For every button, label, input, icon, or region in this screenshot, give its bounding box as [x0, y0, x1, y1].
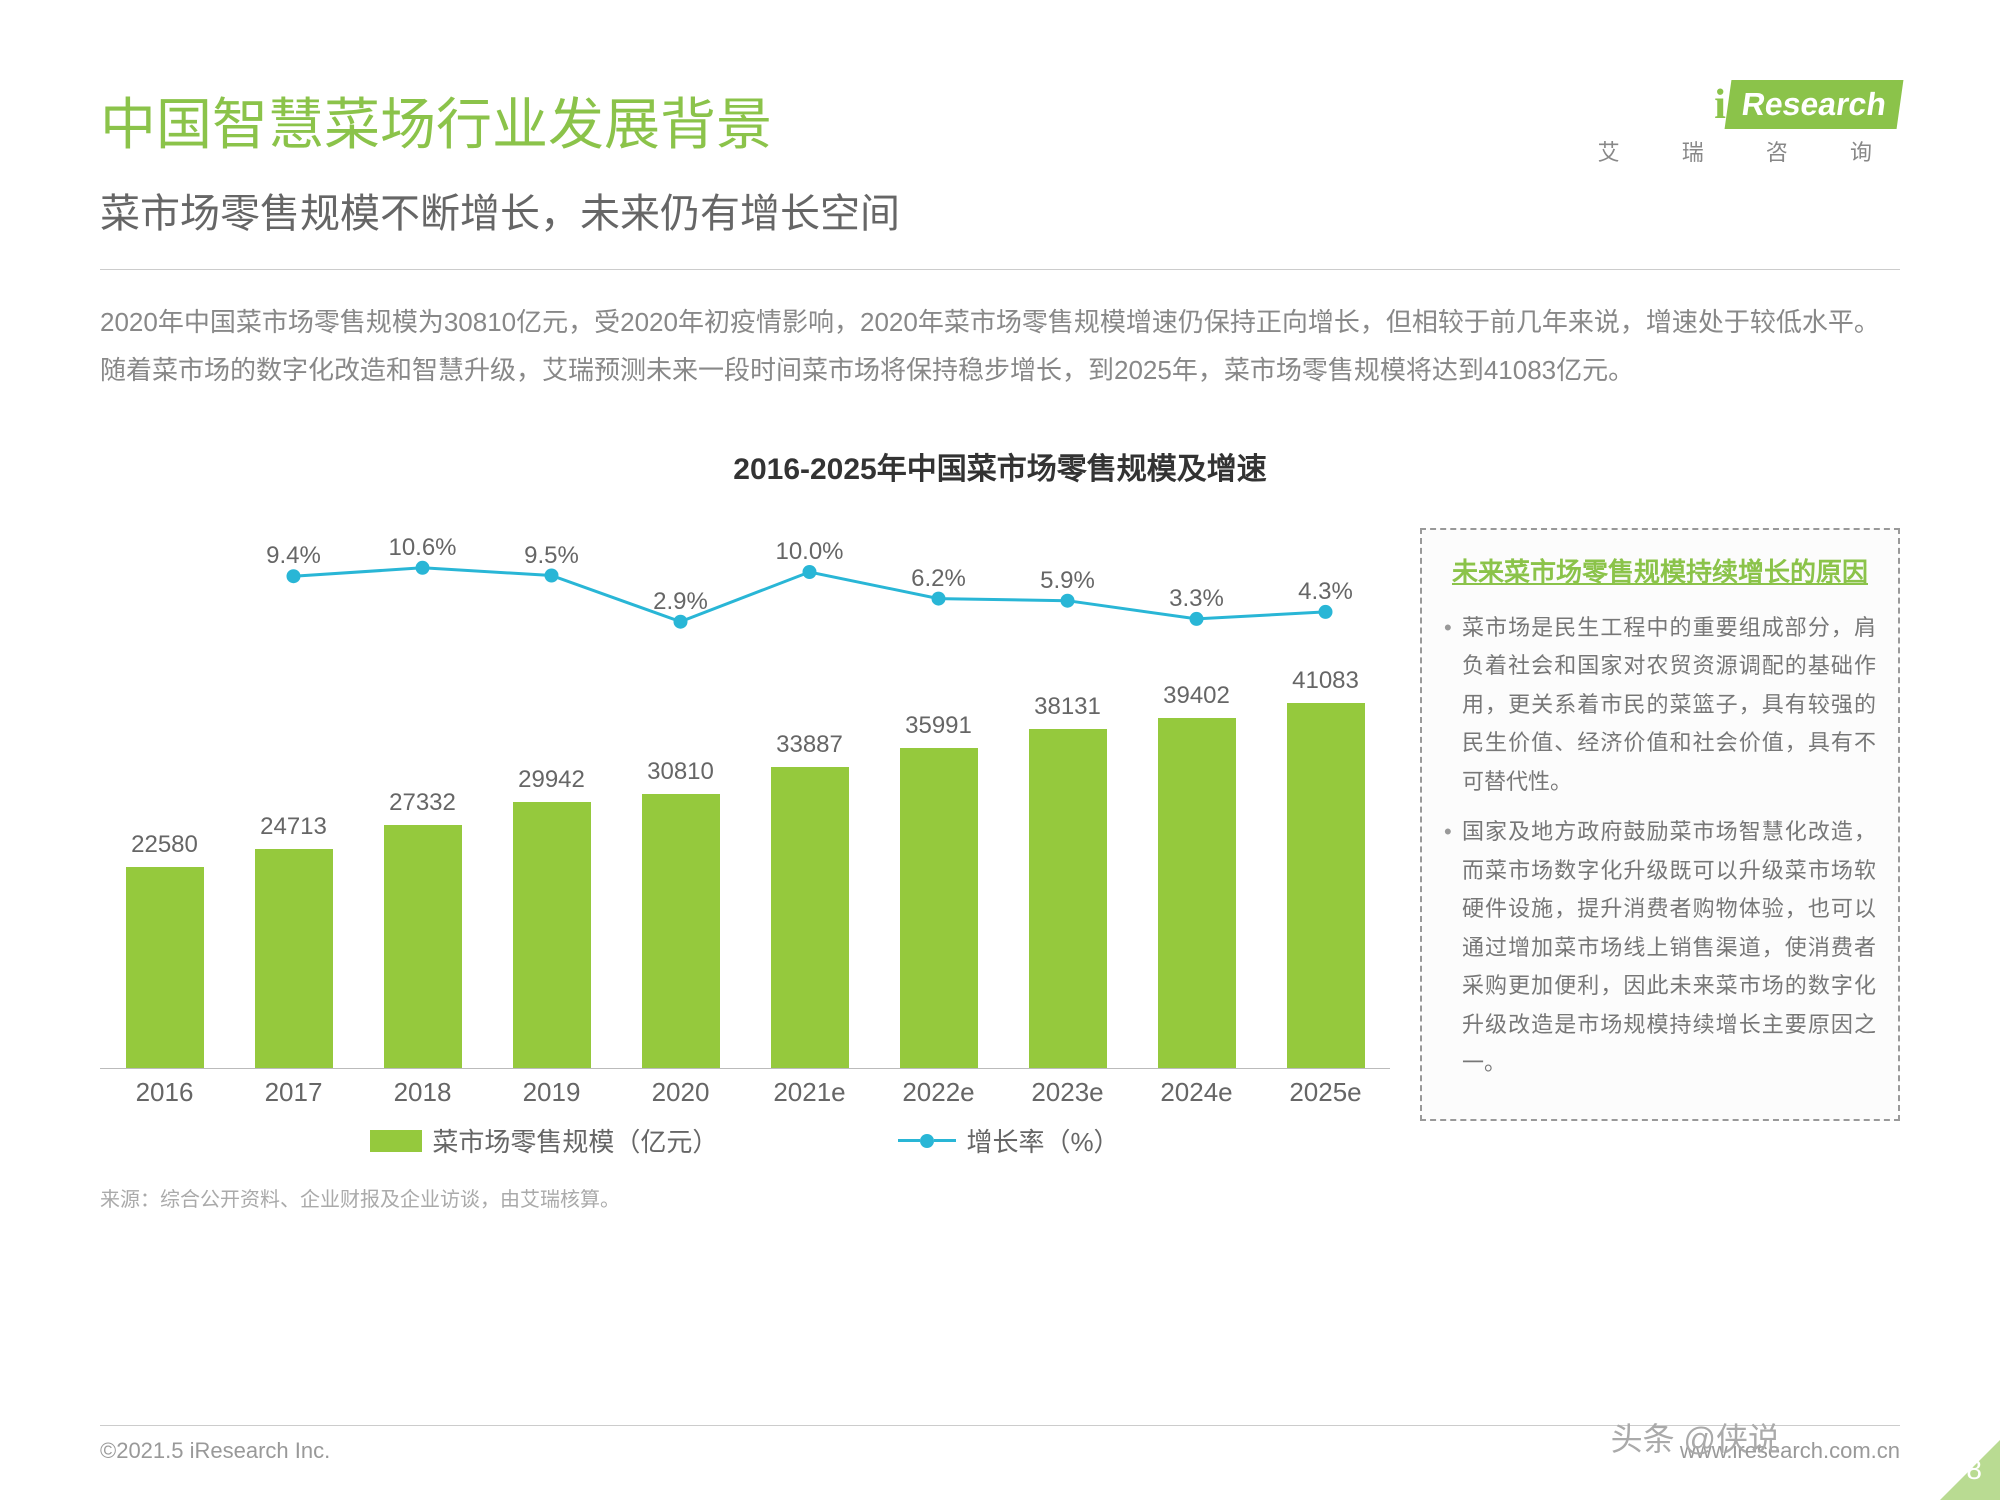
growth-rate-label: 6.2%	[911, 565, 966, 593]
bar-value-label: 22580	[131, 831, 198, 859]
bar-rect	[384, 825, 462, 1068]
x-axis-label: 2016	[100, 1069, 229, 1112]
legend-line-item: 增长率（%）	[898, 1122, 1119, 1159]
bar-rect	[1029, 729, 1107, 1068]
logo-cn: 艾 瑞 咨 询	[1598, 135, 1900, 167]
x-axis-label: 2025e	[1261, 1069, 1390, 1112]
bar-value-label: 39402	[1163, 682, 1230, 710]
bar-value-label: 38131	[1034, 693, 1101, 721]
x-axis-label: 2024e	[1132, 1069, 1261, 1112]
bar-2023e: 38131	[1003, 693, 1132, 1068]
sidebar-bullet: 菜市场是民生工程中的重要组成部分，肩负着社会和国家对农贸资源调配的基础作用，更关…	[1444, 609, 1876, 802]
reasons-sidebar: 未来菜市场零售规模持续增长的原因 菜市场是民生工程中的重要组成部分，肩负着社会和…	[1420, 528, 1900, 1120]
bar-2019: 29942	[487, 766, 616, 1068]
sidebar-bullet: 国家及地方政府鼓励菜市场智慧化改造，而菜市场数字化升级既可以升级菜市场软硬件设施…	[1444, 813, 1876, 1083]
bar-2016: 22580	[100, 831, 229, 1068]
page-number: 8	[1966, 1454, 1982, 1486]
bar-2021e: 33887	[745, 731, 874, 1068]
title-divider	[100, 269, 1900, 270]
x-axis-label: 2022e	[874, 1069, 1003, 1112]
sidebar-title: 未来菜市场零售规模持续增长的原因	[1444, 554, 1876, 590]
growth-rate-label: 9.5%	[524, 542, 579, 570]
bar-value-label: 35991	[905, 712, 972, 740]
logo-i-icon: i	[1714, 81, 1726, 129]
bar-value-label: 30810	[647, 758, 714, 786]
watermark-text: 头条 @侠说	[1611, 1414, 1780, 1460]
chart-title: 2016-2025年中国菜市场零售规模及增速	[100, 444, 1900, 488]
legend-bar-swatch	[370, 1130, 422, 1152]
x-axis-label: 2018	[358, 1069, 487, 1112]
legend-line-label: 增长率（%）	[966, 1122, 1119, 1159]
logo-text: Research	[1724, 80, 1903, 129]
bar-chart-area: 22580 24713 27332 29942 30810 33887 35991 38131…	[100, 638, 1390, 1068]
bar-rect	[1158, 718, 1236, 1068]
title-block: 中国智慧菜场行业发展背景 菜市场零售规模不断增长，未来仍有增长空间	[100, 80, 1598, 239]
bar-rect	[771, 767, 849, 1068]
bar-2020: 30810	[616, 758, 745, 1068]
legend-line-swatch	[898, 1134, 956, 1148]
chart-section: 9.4% 10.6% 9.5% 2.9% 10.0% 6.2% 5.9% 3.3% 4.3% 2…	[100, 528, 1900, 1168]
sidebar-list: 菜市场是民生工程中的重要组成部分，肩负着社会和国家对农贸资源调配的基础作用，更关…	[1444, 609, 1876, 1083]
x-axis: 201620172018201920202021e2022e2023e2024e…	[100, 1068, 1390, 1112]
x-axis-label: 2019	[487, 1069, 616, 1112]
chart-source: 来源：综合公开资料、企业财报及企业访谈，由艾瑞核算。	[100, 1183, 1390, 1212]
x-axis-label: 2020	[616, 1069, 745, 1112]
footer-copyright: ©2021.5 iResearch Inc.	[100, 1438, 330, 1464]
x-axis-label: 2017	[229, 1069, 358, 1112]
combo-chart: 9.4% 10.6% 9.5% 2.9% 10.0% 6.2% 5.9% 3.3% 4.3% 2…	[100, 528, 1390, 1168]
bar-2025e: 41083	[1261, 667, 1390, 1068]
growth-rate-label: 9.4%	[266, 542, 321, 570]
bar-value-label: 29942	[518, 766, 585, 794]
bar-rect	[1287, 703, 1365, 1068]
bar-value-label: 27332	[389, 789, 456, 817]
header: 中国智慧菜场行业发展背景 菜市场零售规模不断增长，未来仍有增长空间 i Rese…	[100, 80, 1900, 239]
bar-rect	[255, 849, 333, 1069]
bar-value-label: 33887	[776, 731, 843, 759]
x-axis-label: 2023e	[1003, 1069, 1132, 1112]
growth-rate-label: 3.3%	[1169, 585, 1224, 613]
growth-rate-label: 10.0%	[775, 538, 843, 566]
bar-2024e: 39402	[1132, 682, 1261, 1068]
growth-rate-label: 4.3%	[1298, 578, 1353, 606]
legend-bar-item: 菜市场零售规模（亿元）	[370, 1122, 718, 1159]
bar-2017: 24713	[229, 813, 358, 1069]
bar-rect	[642, 794, 720, 1068]
sub-title: 菜市场零售规模不断增长，未来仍有增长空间	[100, 181, 1598, 239]
bar-rect	[126, 867, 204, 1068]
iresearch-logo: i Research 艾 瑞 咨 询	[1598, 80, 1900, 167]
legend-bar-label: 菜市场零售规模（亿元）	[432, 1122, 718, 1159]
bar-rect	[900, 748, 978, 1068]
growth-rate-label: 2.9%	[653, 588, 708, 616]
chart-legend: 菜市场零售规模（亿元） 增长率（%）	[100, 1122, 1390, 1159]
main-title: 中国智慧菜场行业发展背景	[100, 80, 1598, 161]
bar-value-label: 41083	[1292, 667, 1359, 695]
x-axis-label: 2021e	[745, 1069, 874, 1112]
bar-rect	[513, 802, 591, 1068]
growth-rate-label: 10.6%	[388, 534, 456, 562]
line-chart-area: 9.4% 10.6% 9.5% 2.9% 10.0% 6.2% 5.9% 3.3% 4.3%	[100, 528, 1390, 638]
bar-2018: 27332	[358, 789, 487, 1068]
bar-value-label: 24713	[260, 813, 327, 841]
bar-2022e: 35991	[874, 712, 1003, 1068]
slide: 中国智慧菜场行业发展背景 菜市场零售规模不断增长，未来仍有增长空间 i Rese…	[0, 0, 2000, 1500]
growth-rate-label: 5.9%	[1040, 567, 1095, 595]
body-paragraph: 2020年中国菜市场零售规模为30810亿元，受2020年初疫情影响，2020年…	[100, 298, 1900, 394]
